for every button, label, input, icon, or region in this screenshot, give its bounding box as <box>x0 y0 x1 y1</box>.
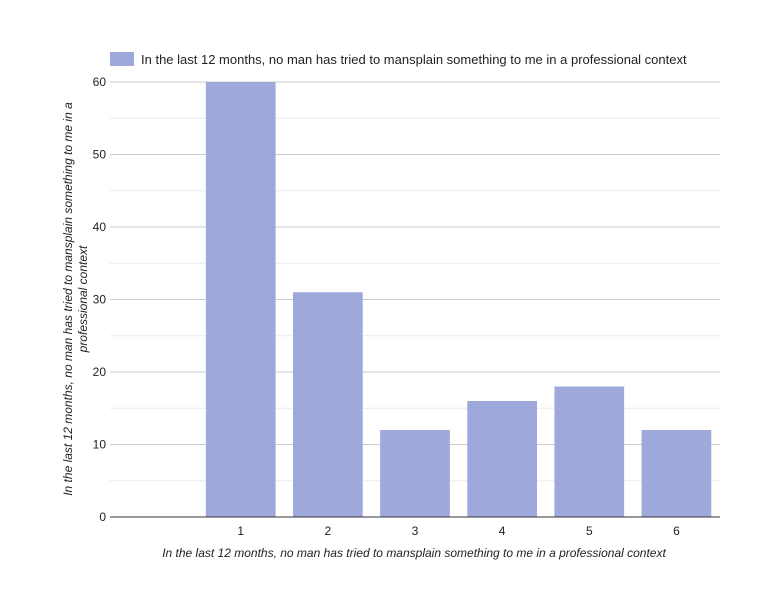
bar-2 <box>293 292 363 517</box>
y-axis-title-line-2: professional context <box>76 245 90 353</box>
y-tick-label: 10 <box>93 438 107 452</box>
y-tick-label: 40 <box>93 220 107 234</box>
x-tick-label: 2 <box>325 524 332 538</box>
x-tick-labels: 1 2 3 4 5 6 <box>237 524 680 538</box>
y-tick-label: 60 <box>93 75 107 89</box>
bar-6 <box>642 430 712 517</box>
y-tick-label: 30 <box>93 293 107 307</box>
bar-3 <box>380 430 450 517</box>
y-tick-labels: 0 10 20 30 40 50 60 <box>93 75 107 524</box>
x-tick-label: 1 <box>237 524 244 538</box>
y-axis-title-line-1: In the last 12 months, no man has tried … <box>61 102 75 496</box>
x-tick-label: 6 <box>673 524 680 538</box>
legend-label: In the last 12 months, no man has tried … <box>141 52 687 67</box>
y-tick-label: 20 <box>93 365 107 379</box>
x-tick-label: 4 <box>499 524 506 538</box>
bar-1 <box>206 82 276 517</box>
x-axis-title: In the last 12 months, no man has tried … <box>162 546 666 560</box>
x-tick-label: 3 <box>412 524 419 538</box>
bar-5 <box>554 387 624 518</box>
legend: In the last 12 months, no man has tried … <box>110 52 687 67</box>
legend-swatch <box>110 52 134 66</box>
y-axis-title: In the last 12 months, no man has tried … <box>61 102 90 496</box>
bar-4 <box>467 401 537 517</box>
x-tick-label: 5 <box>586 524 593 538</box>
gridlines <box>110 82 720 481</box>
y-tick-label: 0 <box>99 510 106 524</box>
y-tick-label: 50 <box>93 148 107 162</box>
